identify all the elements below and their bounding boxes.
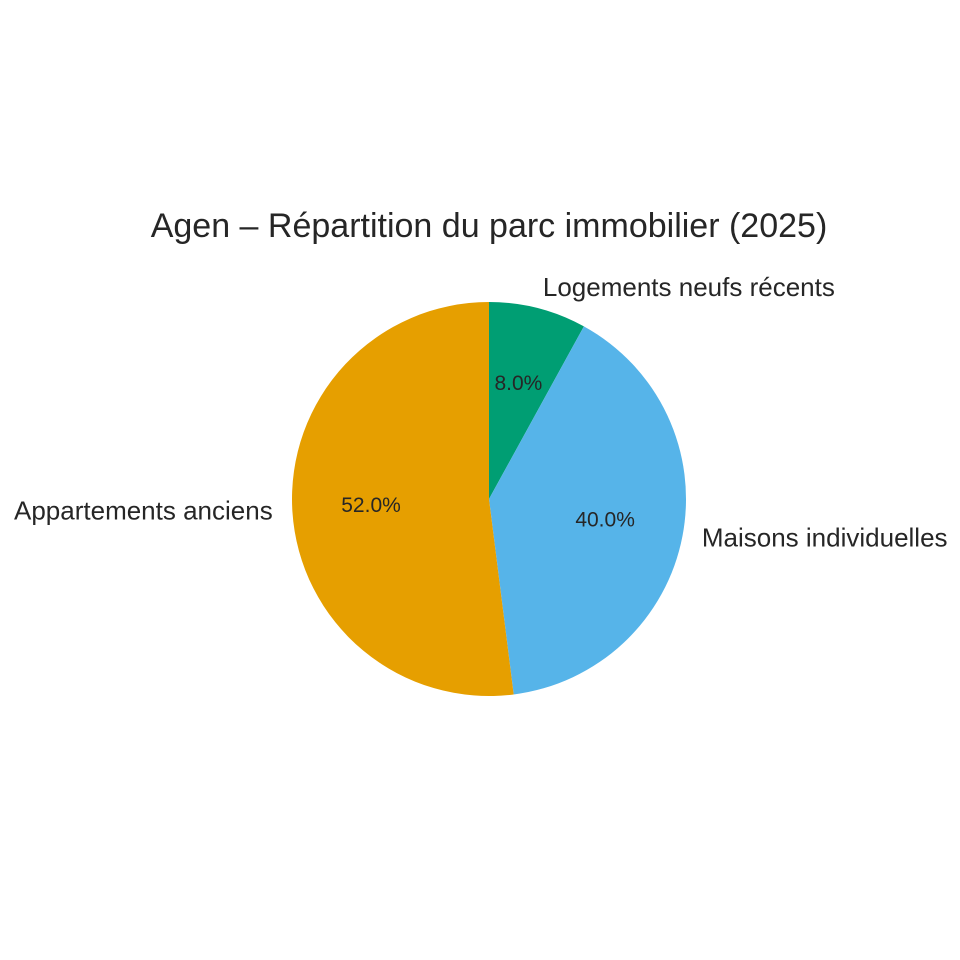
pie-slice — [292, 302, 514, 696]
pie-slice — [489, 326, 686, 695]
pie-slice — [489, 302, 584, 499]
value-label: 52.0% — [341, 494, 401, 517]
value-label: 8.0% — [494, 372, 542, 395]
chart-title: Agen – Répartition du parc immobilier (2… — [151, 207, 828, 245]
slice-label: Appartements anciens — [14, 495, 273, 525]
slice-label: Logements neufs récents — [543, 272, 835, 302]
slice-label: Maisons individuelles — [702, 522, 948, 552]
value-label: 40.0% — [575, 509, 635, 532]
